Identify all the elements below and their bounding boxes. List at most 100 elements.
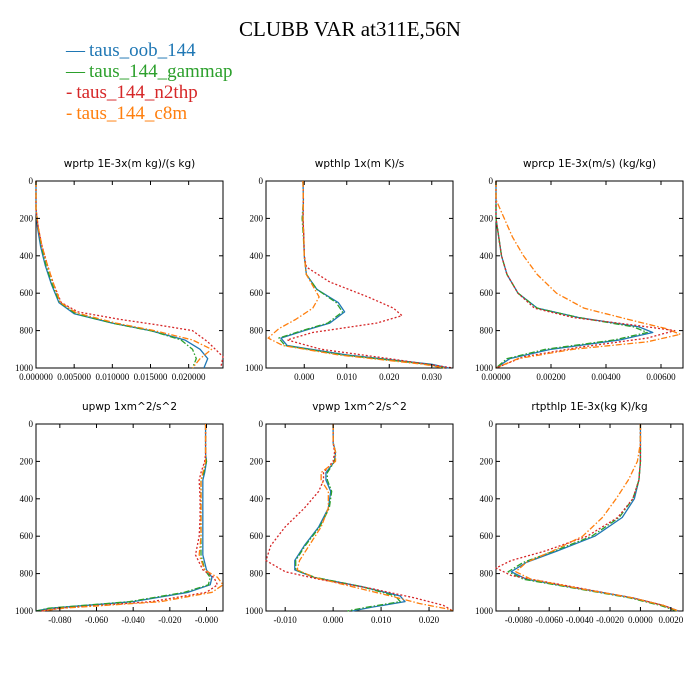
y-tick-label: 200 bbox=[250, 213, 264, 223]
series-line-taus_oob_144 bbox=[495, 181, 654, 369]
x-tick-label: -0.080 bbox=[48, 615, 72, 625]
x-tick-label: 0.000 bbox=[294, 372, 315, 382]
series-line-taus_144_c8m bbox=[296, 424, 454, 612]
series-line-taus_144_gammap bbox=[495, 181, 648, 369]
y-tick-label: 200 bbox=[480, 456, 494, 466]
y-tick-label: 1000 bbox=[15, 363, 34, 373]
series-line-taus_144_c8m bbox=[515, 424, 679, 612]
y-tick-label: 0 bbox=[29, 176, 34, 186]
x-tick-label: 0.020 bbox=[379, 372, 400, 382]
y-tick-label: 800 bbox=[20, 326, 34, 336]
legend-swatch: - bbox=[66, 103, 73, 124]
y-tick-label: 600 bbox=[480, 288, 494, 298]
page-title: CLUBB VAR at311E,56N bbox=[239, 17, 461, 41]
chart-panel-1: wprtp 1E-3x(m kg)/(s kg) 0 200 400 600 800 100… bbox=[15, 158, 224, 382]
series-line-taus_144_n2thp bbox=[495, 181, 676, 369]
chart-panel-5: vpwp 1xm^2/s^2 0 200 400 600 800 1000 -0.010 0.0… bbox=[245, 401, 454, 625]
x-tick-label: 0.005000 bbox=[57, 372, 91, 382]
x-tick-label: 0.015000 bbox=[134, 372, 168, 382]
series-line-taus_144_n2thp bbox=[35, 181, 224, 369]
legend-swatch: — bbox=[66, 61, 85, 82]
y-tick-label: 1000 bbox=[475, 606, 494, 616]
y-tick-label: 1000 bbox=[15, 606, 34, 616]
y-tick-label: 0 bbox=[29, 419, 34, 429]
x-tick-label: 0.00000 bbox=[481, 372, 511, 382]
legend-swatch: - bbox=[66, 82, 73, 103]
plot-frame bbox=[35, 423, 224, 612]
y-tick-label: 400 bbox=[20, 494, 34, 504]
y-tick-label: 400 bbox=[250, 251, 264, 261]
series-line-taus_144_c8m bbox=[267, 180, 445, 369]
legend-item-gammap: — taus_144_gammap bbox=[66, 61, 233, 82]
y-tick-label: 800 bbox=[20, 569, 34, 579]
series-line-taus_oob_144 bbox=[510, 424, 679, 612]
y-tick-label: 600 bbox=[250, 531, 264, 541]
x-tick-label: 0.020 bbox=[419, 615, 440, 625]
plot-frame bbox=[265, 423, 454, 612]
x-tick-label: -0.060 bbox=[85, 615, 109, 625]
x-tick-label: 0.010000 bbox=[95, 372, 129, 382]
chart-title: wprcp 1E-3x(m/s) (kg/kg) bbox=[523, 158, 656, 170]
y-tick-label: 600 bbox=[250, 288, 264, 298]
chart-panel-2: wpthlp 1x(m K)/s 0 200 400 600 800 1000 0.000 0.… bbox=[245, 158, 454, 382]
y-tick-label: 400 bbox=[480, 494, 494, 504]
x-tick-label: -0.010 bbox=[274, 615, 298, 625]
legend-label: taus_oob_144 bbox=[89, 40, 196, 61]
series-line-taus_oob_144 bbox=[35, 181, 209, 369]
legend-swatch: — bbox=[66, 40, 85, 61]
y-tick-label: 1000 bbox=[475, 363, 494, 373]
series-line-taus_144_n2thp bbox=[495, 424, 679, 612]
x-tick-label: -0.0020 bbox=[596, 615, 624, 625]
x-tick-label: -0.0080 bbox=[505, 615, 533, 625]
x-tick-label: 0.010 bbox=[371, 615, 392, 625]
x-tick-label: 0.010 bbox=[337, 372, 358, 382]
series-line-taus_144_c8m bbox=[41, 424, 224, 612]
series-line-taus_144_c8m bbox=[35, 181, 213, 369]
y-tick-label: 0 bbox=[489, 419, 494, 429]
chart-title: wpthlp 1x(m K)/s bbox=[315, 158, 405, 170]
legend: — taus_oob_144 — taus_144_gammap - taus_144… bbox=[66, 40, 233, 124]
y-tick-label: 800 bbox=[250, 326, 264, 336]
x-tick-label: 0.030 bbox=[422, 372, 443, 382]
chart-title: wprtp 1E-3x(m kg)/(s kg) bbox=[64, 158, 195, 170]
y-tick-label: 800 bbox=[480, 326, 494, 336]
y-tick-label: 600 bbox=[20, 531, 34, 541]
y-tick-label: 1000 bbox=[245, 363, 264, 373]
y-tick-label: 1000 bbox=[245, 606, 264, 616]
legend-label: taus_144_gammap bbox=[89, 61, 233, 82]
y-tick-label: 400 bbox=[480, 251, 494, 261]
x-tick-label: 0.000000 bbox=[19, 372, 53, 382]
series-line-taus_oob_144 bbox=[294, 424, 406, 612]
y-tick-label: 800 bbox=[480, 569, 494, 579]
x-tick-label: -0.0040 bbox=[566, 615, 594, 625]
x-tick-label: 0.00200 bbox=[536, 372, 566, 382]
y-tick-label: 400 bbox=[20, 251, 34, 261]
y-tick-label: 200 bbox=[250, 456, 264, 466]
series-line-taus_144_n2thp bbox=[265, 424, 454, 612]
plot-frame bbox=[35, 180, 224, 369]
y-tick-label: 600 bbox=[20, 288, 34, 298]
x-tick-label: -0.040 bbox=[122, 615, 146, 625]
x-tick-label: 0.0020 bbox=[658, 615, 683, 625]
x-tick-label: 0.00400 bbox=[591, 372, 621, 382]
y-tick-label: 0 bbox=[489, 176, 494, 186]
legend-label: taus_144_c8m bbox=[76, 103, 188, 124]
series-line-taus_144_n2thp bbox=[41, 424, 219, 612]
series-line-taus_144_n2thp bbox=[286, 180, 454, 369]
y-tick-label: 200 bbox=[20, 213, 34, 223]
y-tick-label: 0 bbox=[259, 419, 264, 429]
chart-panel-4: upwp 1xm^2/s^2 0 200 400 600 800 1000 -0.080 -0.… bbox=[15, 401, 224, 625]
chart-title: vpwp 1xm^2/s^2 bbox=[312, 401, 407, 413]
y-tick-label: 0 bbox=[259, 176, 264, 186]
x-tick-label: -0.000 bbox=[195, 615, 219, 625]
x-tick-label: 0.020000 bbox=[172, 372, 206, 382]
x-tick-label: -0.0060 bbox=[535, 615, 563, 625]
chart-title: upwp 1xm^2/s^2 bbox=[82, 401, 177, 413]
legend-label: taus_144_n2thp bbox=[76, 82, 198, 103]
chart-panel-3: wprcp 1E-3x(m/s) (kg/kg) 0 200 400 600 800 100… bbox=[475, 158, 684, 382]
x-tick-label: 0.000 bbox=[323, 615, 344, 625]
legend-item-oob: — taus_oob_144 bbox=[66, 40, 233, 61]
plot-frame bbox=[265, 180, 454, 369]
x-tick-label: 0.00600 bbox=[646, 372, 676, 382]
